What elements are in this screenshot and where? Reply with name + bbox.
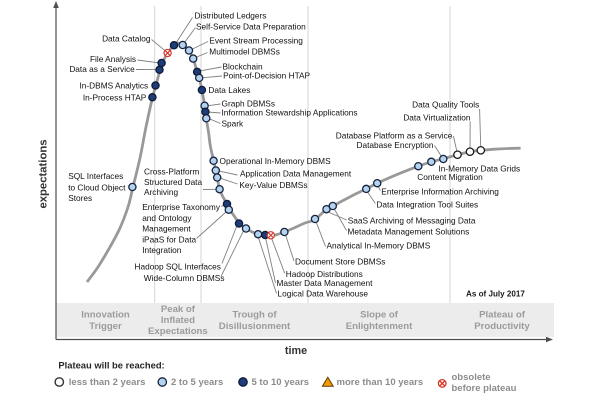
svg-text:In-Process HTAP: In-Process HTAP bbox=[83, 93, 147, 103]
svg-text:Distributed Ledgers: Distributed Ledgers bbox=[195, 10, 267, 20]
svg-text:Enterprise Taxonomy: Enterprise Taxonomy bbox=[142, 202, 221, 212]
svg-text:Document Store DBMSs: Document Store DBMSs bbox=[295, 257, 385, 267]
svg-text:Archiving: Archiving bbox=[144, 187, 179, 197]
svg-text:to Cloud Object: to Cloud Object bbox=[68, 183, 126, 193]
svg-text:Self-Service Data Preparation: Self-Service Data Preparation bbox=[196, 22, 306, 32]
svg-text:5 to 10 years: 5 to 10 years bbox=[252, 377, 310, 388]
svg-text:Enterprise Information Archivi: Enterprise Information Archiving bbox=[381, 187, 499, 197]
svg-text:Trigger: Trigger bbox=[89, 321, 122, 332]
svg-text:As of July 2017: As of July 2017 bbox=[466, 290, 525, 299]
svg-text:In-Memory Data Grids: In-Memory Data Grids bbox=[439, 164, 521, 174]
svg-text:Database Encryption: Database Encryption bbox=[356, 140, 433, 150]
svg-text:Data as a Service: Data as a Service bbox=[69, 64, 135, 74]
svg-text:expectations: expectations bbox=[38, 139, 50, 208]
svg-text:Operational In-Memory DBMS: Operational In-Memory DBMS bbox=[220, 156, 332, 166]
svg-text:SQL Interfaces: SQL Interfaces bbox=[68, 171, 123, 181]
svg-text:Key-Value DBMSs: Key-Value DBMSs bbox=[239, 180, 307, 190]
svg-text:before plateau: before plateau bbox=[452, 383, 517, 394]
svg-text:Analytical In-Memory DBMS: Analytical In-Memory DBMS bbox=[327, 241, 431, 251]
svg-text:Structured Data: Structured Data bbox=[144, 177, 202, 187]
svg-text:Peak of: Peak of bbox=[161, 304, 196, 315]
svg-text:Integration: Integration bbox=[142, 245, 182, 255]
svg-text:Application Data Management: Application Data Management bbox=[240, 168, 352, 178]
svg-text:Plateau will be reached:: Plateau will be reached: bbox=[58, 360, 164, 371]
svg-text:Master Data Management: Master Data Management bbox=[277, 278, 374, 288]
svg-text:2 to 5 years: 2 to 5 years bbox=[171, 377, 223, 388]
svg-text:Stores: Stores bbox=[68, 193, 92, 203]
svg-text:Plateau of: Plateau of bbox=[479, 310, 526, 321]
svg-text:In-DBMS Analytics: In-DBMS Analytics bbox=[79, 81, 148, 91]
svg-text:Cross-Platform: Cross-Platform bbox=[144, 167, 199, 177]
svg-text:Management: Management bbox=[142, 223, 191, 233]
svg-text:Data Catalog: Data Catalog bbox=[102, 34, 151, 44]
svg-text:Point-of-Decision HTAP: Point-of-Decision HTAP bbox=[223, 71, 310, 81]
svg-text:Data Lakes: Data Lakes bbox=[208, 85, 250, 95]
svg-text:Hadoop SQL Interfaces: Hadoop SQL Interfaces bbox=[135, 262, 221, 272]
svg-text:Wide-Column DBMSs: Wide-Column DBMSs bbox=[144, 273, 225, 283]
svg-text:File Analysis: File Analysis bbox=[90, 54, 136, 64]
svg-text:Disillusionment: Disillusionment bbox=[219, 321, 291, 332]
svg-text:Multimodel DBMSs: Multimodel DBMSs bbox=[209, 46, 280, 56]
svg-text:and Ontology: and Ontology bbox=[142, 213, 192, 223]
svg-text:Expectations: Expectations bbox=[148, 326, 208, 337]
svg-text:Spark: Spark bbox=[222, 118, 245, 128]
svg-text:Data Virtualization: Data Virtualization bbox=[403, 112, 471, 122]
svg-text:Metadata Management Solutions: Metadata Management Solutions bbox=[348, 227, 470, 237]
svg-text:Productivity: Productivity bbox=[474, 321, 530, 332]
svg-text:Innovation: Innovation bbox=[81, 310, 130, 321]
svg-text:time: time bbox=[285, 345, 307, 357]
svg-text:iPaaS for Data: iPaaS for Data bbox=[142, 235, 196, 245]
svg-text:Data Integration Tool Suites: Data Integration Tool Suites bbox=[376, 200, 478, 210]
svg-text:Database Platform as a Service: Database Platform as a Service bbox=[336, 131, 453, 141]
svg-text:Logical Data Warehouse: Logical Data Warehouse bbox=[278, 289, 369, 299]
svg-text:less than 2 years: less than 2 years bbox=[69, 377, 146, 388]
svg-text:Enlightenment: Enlightenment bbox=[346, 321, 413, 332]
svg-text:Slope of: Slope of bbox=[360, 310, 399, 321]
svg-text:more than 10 years: more than 10 years bbox=[337, 377, 424, 388]
svg-text:Information Stewardship Applic: Information Stewardship Applications bbox=[222, 108, 358, 118]
svg-text:obsolete: obsolete bbox=[452, 372, 491, 383]
svg-text:Trough of: Trough of bbox=[232, 310, 277, 321]
svg-text:SaaS Archiving of Messaging Da: SaaS Archiving of Messaging Data bbox=[348, 216, 476, 226]
svg-text:Inflated: Inflated bbox=[161, 315, 195, 326]
svg-text:Event Stream Processing: Event Stream Processing bbox=[209, 36, 303, 46]
svg-text:Data Quality Tools: Data Quality Tools bbox=[412, 99, 479, 109]
